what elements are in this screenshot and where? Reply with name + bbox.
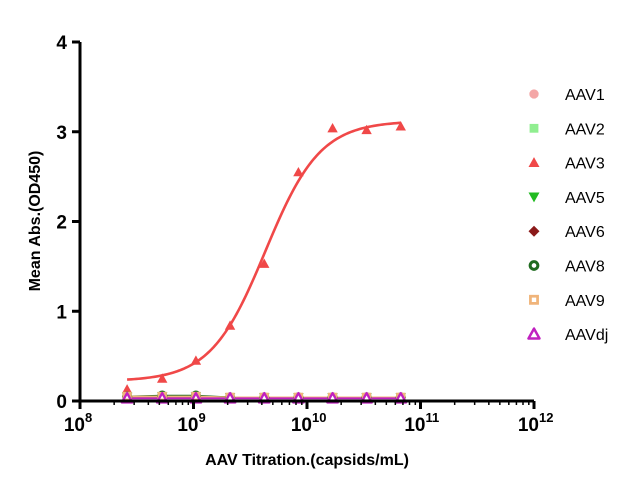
y-tick-label: 0 xyxy=(56,392,67,413)
legend: AAV1 AAV2 AAV3 AAV5 AAV6 AAV8 AAV9 AAVdj xyxy=(527,87,608,344)
x-tick-exponent: 10 xyxy=(312,410,326,425)
legend-marker-aav8 xyxy=(528,260,540,271)
legend-label-aav3: AAV3 xyxy=(565,156,605,173)
legend-marker-aav9 xyxy=(529,294,539,305)
x-tick-label: 10 xyxy=(518,415,539,436)
series-fit-curve-aav3 xyxy=(127,121,401,381)
y-axis-label: Mean Abs.(OD450) xyxy=(27,151,44,292)
data-point-aav3 xyxy=(259,258,270,268)
legend-marker-aav5 xyxy=(528,192,540,203)
y-tick-label: 1 xyxy=(56,302,67,323)
legend-marker-aavdj xyxy=(527,327,541,340)
legend-marker-aav6 xyxy=(528,225,540,237)
x-axis-label: AAV Titration.(capsids/mL) xyxy=(205,452,409,469)
x-tick-label: 10 xyxy=(291,415,312,436)
axes-layer xyxy=(78,42,534,403)
legend-marker-aav1 xyxy=(529,89,539,99)
x-tick-exponent: 9 xyxy=(199,410,206,425)
x-tick-exponent: 12 xyxy=(539,410,553,425)
legend-label-aav2: AAV2 xyxy=(565,121,605,138)
legend-marker-aav3 xyxy=(528,157,540,167)
legend-marker-aav2 xyxy=(529,123,539,133)
x-tick-exponent: 11 xyxy=(426,410,440,425)
x-tick-label: 10 xyxy=(404,415,425,436)
legend-label-aav5: AAV5 xyxy=(565,190,605,207)
data-point-aav3 xyxy=(157,373,168,383)
legend-label-aav9: AAV9 xyxy=(565,293,605,310)
y-tick-label: 4 xyxy=(56,33,67,54)
y-tick-label: 2 xyxy=(56,213,67,234)
legend-label-aav1: AAV1 xyxy=(565,87,605,104)
legend-label-aavdj: AAVdj xyxy=(565,327,608,344)
data-point-aav3 xyxy=(361,124,372,135)
y-tick-label: 3 xyxy=(56,123,67,144)
data-point-aav3 xyxy=(190,355,202,365)
x-tick-exponent: 8 xyxy=(85,410,92,425)
data-point-aav3 xyxy=(293,166,304,177)
legend-label-aav8: AAV8 xyxy=(565,259,605,276)
x-tick-label: 10 xyxy=(177,415,198,436)
data-point-aav3 xyxy=(121,384,133,394)
data-point-aav3 xyxy=(395,121,406,131)
data-point-aav3 xyxy=(327,122,338,133)
series-layer xyxy=(120,121,408,404)
x-tick-label: 10 xyxy=(64,415,85,436)
legend-label-aav6: AAV6 xyxy=(565,224,605,241)
data-point-aav3 xyxy=(224,320,236,330)
